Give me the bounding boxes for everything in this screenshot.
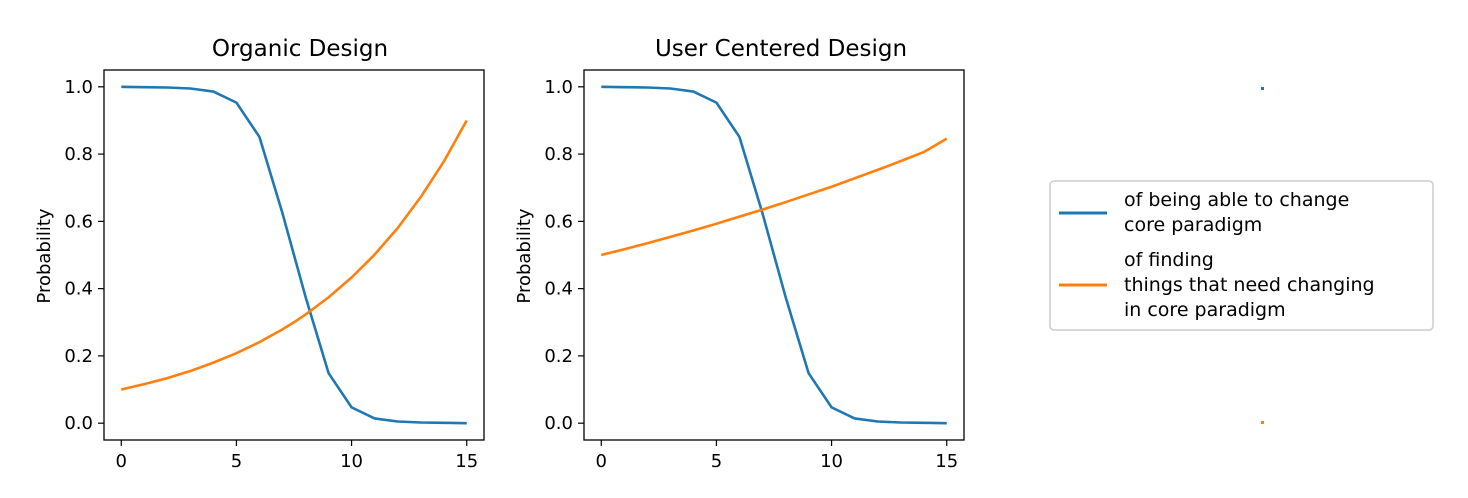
y-tick-label: 0.6 bbox=[64, 211, 93, 232]
x-tick-label: 5 bbox=[231, 451, 242, 472]
x-tick-label: 15 bbox=[935, 451, 958, 472]
axes-frame bbox=[103, 69, 485, 441]
y-axis-label: Probability bbox=[514, 208, 535, 303]
x-tick-label: 0 bbox=[596, 451, 607, 472]
x-tick-label: 10 bbox=[820, 451, 843, 472]
legend-axes: of being able to change core paradigm of… bbox=[1049, 87, 1434, 424]
series-line-1 bbox=[600, 137, 948, 257]
chart-title: User Centered Design bbox=[655, 36, 907, 62]
plot-area: 0 5 10 15 0.0 0.2 0.4 0.6 0.8 1.0 bbox=[544, 69, 965, 472]
y-tick-label: 1.0 bbox=[64, 77, 93, 98]
x-tick-label: 15 bbox=[455, 451, 478, 472]
y-tick-label: 0.2 bbox=[544, 346, 573, 367]
legend-label: in core paradigm bbox=[1124, 299, 1286, 321]
y-tick-label: 0.6 bbox=[544, 211, 573, 232]
y-tick-label: 0.8 bbox=[544, 144, 573, 165]
y-tick-label: 0.2 bbox=[64, 346, 93, 367]
y-tick-label: 0.4 bbox=[64, 279, 93, 300]
y-tick-label: 0.0 bbox=[544, 413, 573, 434]
legend-marker-dot bbox=[1261, 87, 1264, 90]
y-tick-label: 0.8 bbox=[64, 144, 93, 165]
legend-marker-dot bbox=[1261, 421, 1264, 424]
plot-area: 0 5 10 15 0.0 0.2 0.4 0.6 0.8 1.0 bbox=[64, 69, 485, 472]
legend-entry: of finding things that need changing in … bbox=[1059, 249, 1375, 321]
legend: of being able to change core paradigm of… bbox=[1049, 180, 1434, 331]
legend-label: of being able to change bbox=[1124, 189, 1349, 211]
legend-label: things that need changing bbox=[1124, 274, 1375, 296]
series-line-1 bbox=[120, 119, 468, 391]
x-tick-label: 10 bbox=[340, 451, 363, 472]
legend-box bbox=[1049, 180, 1434, 331]
legend-label: core paradigm bbox=[1124, 214, 1262, 236]
y-tick-label: 0.0 bbox=[64, 413, 93, 434]
x-tick-label: 5 bbox=[711, 451, 722, 472]
series-line-0 bbox=[601, 85, 947, 425]
y-tick-label: 0.4 bbox=[544, 279, 573, 300]
legend-entry: of being able to change core paradigm bbox=[1059, 189, 1349, 236]
legend-label: of finding bbox=[1124, 249, 1214, 271]
y-axis-label: Probability bbox=[34, 208, 55, 303]
axes-frame bbox=[583, 69, 965, 441]
series-line-0 bbox=[121, 85, 467, 425]
chart-title: Organic Design bbox=[212, 36, 388, 62]
plot-user-centered-design: User Centered Design Probability 0 5 10 150… bbox=[514, 36, 965, 472]
plot-organic-design: Organic Design Probability 0 5 10 150.00.20… bbox=[34, 36, 485, 472]
x-tick-label: 0 bbox=[116, 451, 127, 472]
y-tick-label: 1.0 bbox=[544, 77, 573, 98]
